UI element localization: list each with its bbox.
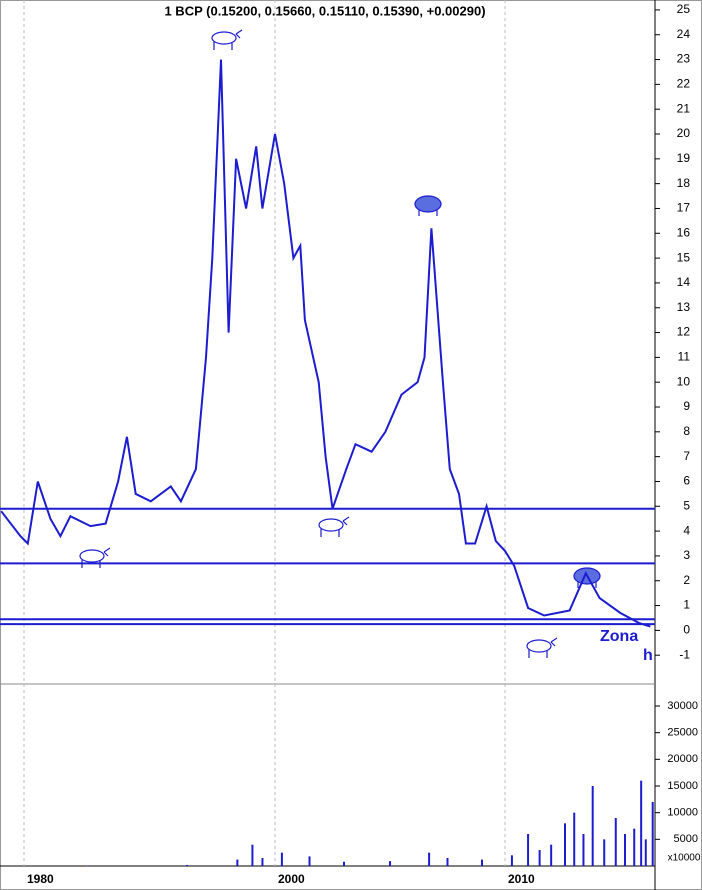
volume-bar xyxy=(85,865,88,866)
volume-bar xyxy=(538,850,541,866)
volume-bar xyxy=(261,858,264,866)
volume-bar xyxy=(614,818,617,866)
volume-bar xyxy=(280,852,283,866)
bear-icon xyxy=(573,567,601,588)
annotation: Zona xyxy=(600,628,638,645)
volume-bar xyxy=(236,859,239,866)
volume-bar xyxy=(481,859,483,866)
volume-bar xyxy=(564,823,566,866)
volume-bar xyxy=(428,852,431,866)
bear-icon xyxy=(414,195,442,216)
y-tick-label: 0 xyxy=(683,623,690,637)
volume-bar xyxy=(640,780,643,866)
volume-bar xyxy=(550,844,553,866)
y-tick-label: 25 xyxy=(677,2,691,16)
volume-bar xyxy=(644,839,647,866)
icons xyxy=(79,29,601,658)
volume-bar xyxy=(308,856,311,866)
y-tick-label: 17 xyxy=(677,201,691,215)
y-tick-label: 7 xyxy=(683,449,690,463)
y-tick-label: 18 xyxy=(677,176,691,190)
y-tick-label: 20000 xyxy=(667,753,698,765)
y-tick-label: 22 xyxy=(677,77,691,91)
volume-bar xyxy=(591,786,594,866)
y-tick-label: 9 xyxy=(683,399,690,413)
y-tick-label: 12 xyxy=(677,325,691,339)
bull-icon xyxy=(79,547,111,568)
volume-bar xyxy=(603,839,606,866)
y-tick-label: 13 xyxy=(677,300,691,314)
annotation: h xyxy=(643,647,653,664)
y-tick-label: 1 xyxy=(683,598,690,612)
y-tick-label: 11 xyxy=(678,350,691,364)
volume-bar xyxy=(510,855,513,866)
y-tick-label: 10000 xyxy=(667,807,698,819)
y-tick-label: 3 xyxy=(683,548,690,562)
y-tick-label: 4 xyxy=(683,523,690,537)
price-line xyxy=(0,59,651,628)
volume-bar xyxy=(527,834,530,866)
bull-icon xyxy=(211,29,243,50)
y-tick-label: 19 xyxy=(677,151,691,165)
y-tick-label: 6 xyxy=(683,474,690,488)
y-tick-label: 5000 xyxy=(674,833,698,845)
y-tick-label: 5 xyxy=(683,498,690,512)
volume-bar xyxy=(389,861,391,866)
y-tick-label: 15 xyxy=(677,250,691,264)
y-tick-label: 21 xyxy=(677,101,691,115)
y-tick-label: 10 xyxy=(677,374,691,388)
x-tick-label: 1980 xyxy=(27,872,54,886)
unit-label: x10000 xyxy=(668,853,701,864)
y-tick-label: 25000 xyxy=(667,727,698,739)
y-tick-label: 23 xyxy=(677,52,691,66)
volume-bar xyxy=(251,844,254,866)
y-tick-label: -1 xyxy=(679,647,690,661)
x-tick-label: 2010 xyxy=(508,872,535,886)
volume-bar xyxy=(633,828,636,866)
y-tick-label: 16 xyxy=(677,225,691,239)
volume-bar xyxy=(651,802,654,866)
y-tick-label: 20 xyxy=(677,126,691,140)
volume-bar xyxy=(343,861,345,866)
volume-bar xyxy=(186,864,189,866)
volume-bar xyxy=(582,834,585,866)
y-tick-label: 30000 xyxy=(667,700,698,712)
chart-title: 1 BCP (0.15200, 0.15660, 0.15110, 0.1539… xyxy=(164,3,485,18)
y-tick-label: 14 xyxy=(677,275,691,289)
bull-icon xyxy=(526,637,558,658)
y-tick-label: 8 xyxy=(683,424,690,438)
volume-bar xyxy=(573,812,576,866)
x-tick-label: 2000 xyxy=(278,872,305,886)
y-tick-label: 2 xyxy=(683,573,690,587)
bull-icon xyxy=(318,516,350,537)
volume-bar xyxy=(446,858,449,866)
y-tick-label: 24 xyxy=(677,27,691,41)
volume-bar xyxy=(624,834,626,866)
y-tick-label: 15000 xyxy=(667,780,698,792)
